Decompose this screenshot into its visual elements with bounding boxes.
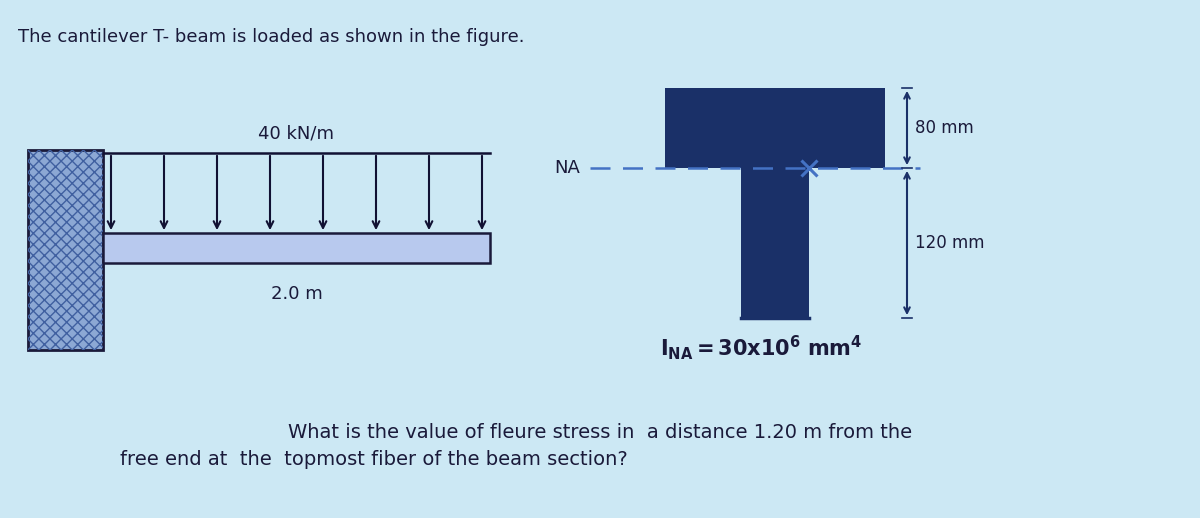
Text: NA: NA: [554, 159, 580, 177]
Bar: [742, 168, 809, 318]
Text: free end at  the  topmost fiber of the beam section?: free end at the topmost fiber of the bea…: [120, 450, 628, 469]
Text: 80 mm: 80 mm: [916, 119, 973, 137]
Bar: [28, 150, 103, 350]
Bar: [665, 88, 886, 168]
Text: $\mathbf{I_{NA}}$$\mathbf{ = 30x10^{6}}$$\mathbf{ \ mm^{4}}$: $\mathbf{I_{NA}}$$\mathbf{ = 30x10^{6}}$…: [660, 334, 863, 363]
Bar: [103, 233, 490, 263]
Text: The cantilever T- beam is loaded as shown in the figure.: The cantilever T- beam is loaded as show…: [18, 28, 524, 46]
Text: 120 mm: 120 mm: [916, 234, 984, 252]
Text: 40 kN/m: 40 kN/m: [258, 125, 335, 143]
Text: 2.0 m: 2.0 m: [271, 285, 323, 303]
Bar: [28, 150, 103, 350]
Text: What is the value of fleure stress in  a distance 1.20 m from the: What is the value of fleure stress in a …: [288, 423, 912, 442]
